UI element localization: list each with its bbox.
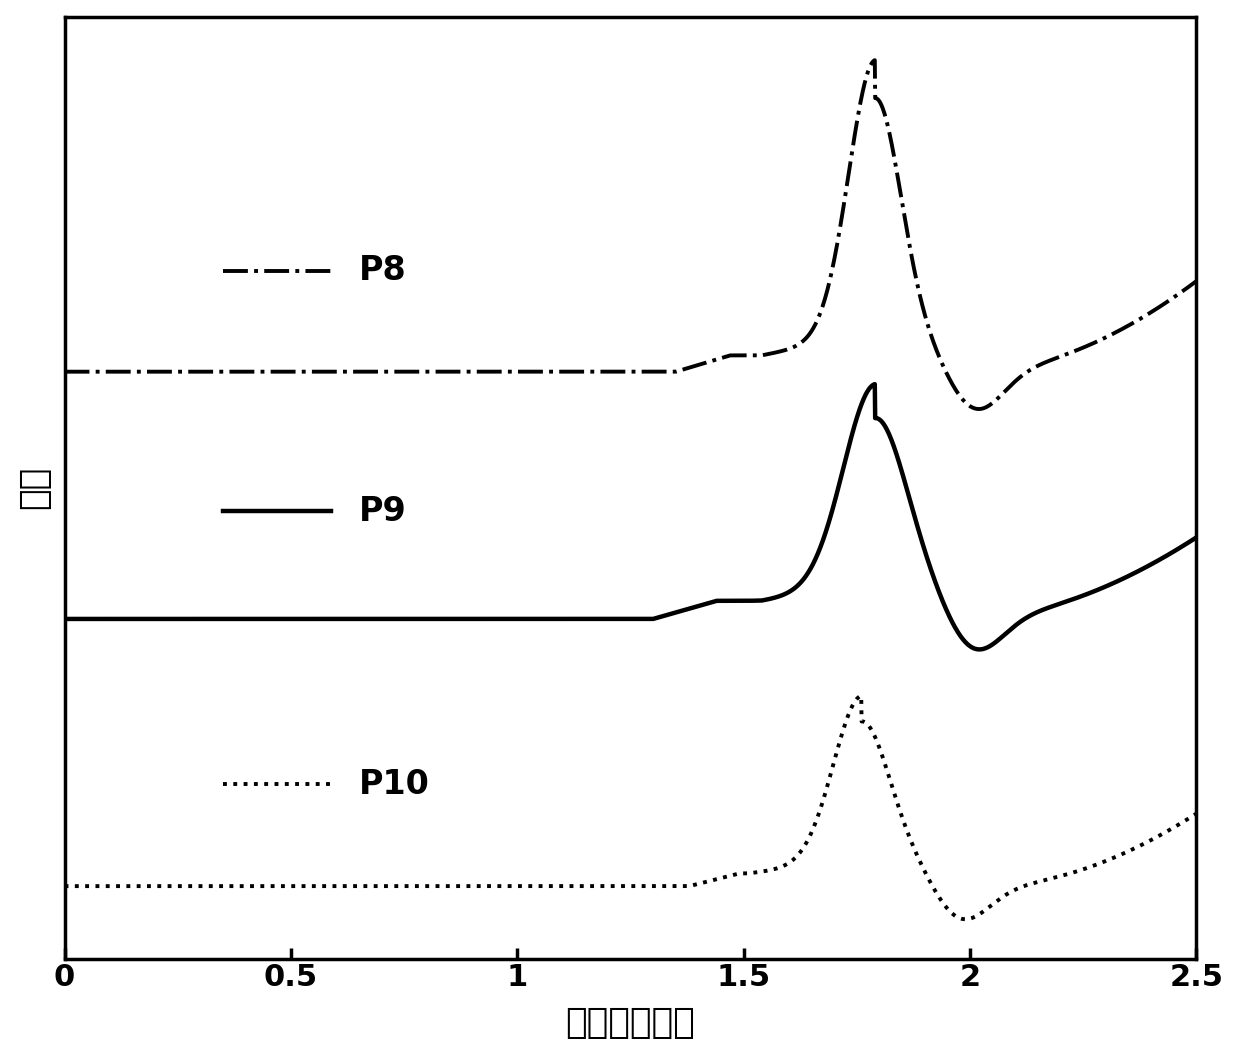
Text: P8: P8 [358,255,407,288]
X-axis label: 电压（伏特）: 电压（伏特） [565,1006,696,1040]
Text: P10: P10 [358,767,430,801]
Text: P9: P9 [358,495,407,527]
Y-axis label: 电流: 电流 [16,466,51,509]
